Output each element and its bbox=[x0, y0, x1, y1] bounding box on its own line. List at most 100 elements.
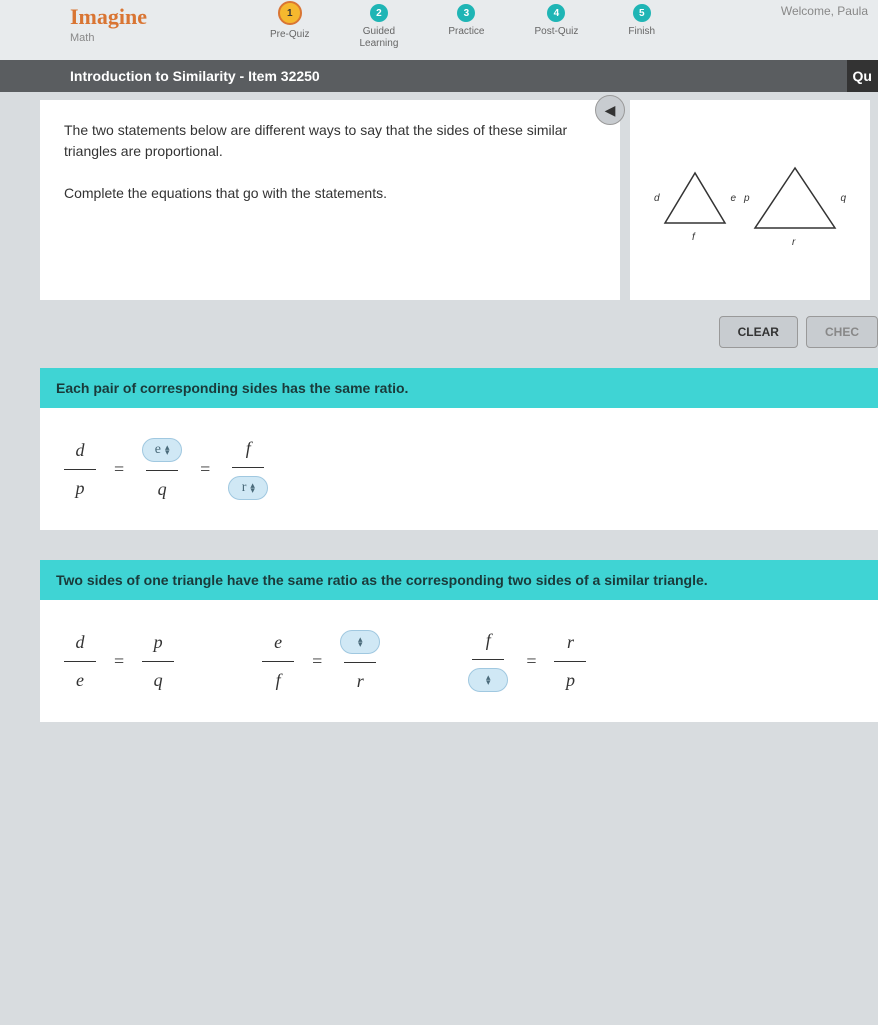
denominator: q bbox=[154, 670, 163, 691]
fraction-line bbox=[554, 661, 586, 662]
denominator-input[interactable]: ▴▾ bbox=[468, 668, 508, 692]
triangle-icon bbox=[660, 168, 730, 228]
lesson-title: Introduction to Similarity - Item 32250 bbox=[70, 68, 320, 84]
tri2-left: p bbox=[744, 193, 750, 204]
equation-group-2: e f = ▴▾ r bbox=[262, 630, 380, 692]
step-guided[interactable]: 2 GuidedLearning bbox=[359, 4, 398, 50]
numerator: f bbox=[486, 630, 491, 651]
fraction: d e bbox=[64, 632, 96, 691]
denominator-input[interactable]: r▴▾ bbox=[228, 476, 268, 500]
fraction-line bbox=[262, 661, 294, 662]
numerator-input[interactable]: ▴▾ bbox=[340, 630, 380, 654]
statement-2: Two sides of one triangle have the same … bbox=[40, 560, 878, 722]
fraction-line bbox=[344, 662, 376, 663]
brand: Imagine Math bbox=[70, 4, 270, 44]
tri2-right: q bbox=[840, 193, 846, 204]
tri1-right: e bbox=[730, 193, 736, 204]
denominator: f bbox=[276, 670, 281, 691]
denominator: r bbox=[357, 671, 364, 692]
step-label: GuidedLearning bbox=[359, 26, 398, 50]
statement-1-header: Each pair of corresponding sides has the… bbox=[40, 368, 878, 408]
numerator: d bbox=[76, 440, 85, 461]
denominator: p bbox=[76, 478, 85, 499]
step-label: Finish bbox=[628, 26, 655, 38]
fraction-line bbox=[472, 659, 504, 660]
spinner-icon: ▴▾ bbox=[165, 445, 170, 456]
numerator: e bbox=[274, 632, 282, 653]
equation-group-3: f ▴▾ = r p bbox=[468, 630, 586, 692]
equals-sign: = bbox=[114, 459, 124, 480]
fraction: d p bbox=[64, 440, 96, 499]
fraction: p q bbox=[142, 632, 174, 691]
fraction-line bbox=[64, 661, 96, 662]
step-dot: 1 bbox=[278, 1, 302, 25]
equation-2: d e = p q e f = ▴▾ bbox=[64, 630, 854, 692]
instruction-panel: ◀ The two statements below are different… bbox=[40, 100, 620, 300]
step-label: Pre-Quiz bbox=[270, 29, 309, 41]
progress-steps: 1 Pre-Quiz 2 GuidedLearning 3 Practice 4… bbox=[270, 4, 655, 50]
equation-1: d p = e▴▾ q = f r▴▾ bbox=[64, 438, 854, 500]
brand-sub: Math bbox=[70, 32, 270, 44]
lesson-bar: Introduction to Similarity - Item 32250 … bbox=[0, 60, 878, 92]
tri1-bottom: f bbox=[692, 232, 695, 243]
step-practice[interactable]: 3 Practice bbox=[448, 4, 484, 50]
statement-2-header: Two sides of one triangle have the same … bbox=[40, 560, 878, 600]
content-row: ◀ The two statements below are different… bbox=[0, 92, 878, 308]
fraction: f ▴▾ bbox=[468, 630, 508, 692]
numerator-input[interactable]: e▴▾ bbox=[142, 438, 182, 462]
welcome-text: Welcome, Paula bbox=[781, 4, 868, 18]
equals-sign: = bbox=[200, 459, 210, 480]
numerator: r bbox=[567, 632, 574, 653]
step-postquiz[interactable]: 4 Post-Quiz bbox=[535, 4, 579, 50]
instruction-line-2: Complete the equations that go with the … bbox=[64, 183, 596, 204]
step-dot: 5 bbox=[633, 4, 651, 22]
check-button[interactable]: CHEC bbox=[806, 316, 878, 348]
denominator: p bbox=[566, 670, 575, 691]
triangle-panel: d e f p q r bbox=[630, 100, 870, 300]
action-row: CLEAR CHEC bbox=[0, 308, 878, 368]
triangle-icon bbox=[750, 163, 840, 233]
header: Imagine Math 1 Pre-Quiz 2 GuidedLearning… bbox=[0, 0, 878, 60]
spinner-icon: ▴▾ bbox=[486, 675, 491, 686]
step-finish[interactable]: 5 Finish bbox=[628, 4, 655, 50]
statement-1: Each pair of corresponding sides has the… bbox=[40, 368, 878, 530]
step-dot: 3 bbox=[457, 4, 475, 22]
step-dot: 4 bbox=[547, 4, 565, 22]
spinner-icon: ▴▾ bbox=[250, 483, 255, 494]
tri1-left: d bbox=[654, 193, 660, 204]
numerator: f bbox=[246, 438, 251, 459]
equals-sign: = bbox=[526, 651, 536, 672]
fraction: r p bbox=[554, 632, 586, 691]
brand-name: Imagine bbox=[70, 4, 270, 30]
question-indicator: Qu bbox=[847, 60, 878, 92]
statement-1-body: d p = e▴▾ q = f r▴▾ bbox=[40, 408, 878, 530]
denominator: e bbox=[76, 670, 84, 691]
equals-sign: = bbox=[114, 651, 124, 672]
fraction-line bbox=[64, 469, 96, 470]
spinner-icon: ▴▾ bbox=[358, 637, 363, 648]
audio-play-button[interactable]: ◀ bbox=[595, 95, 625, 125]
denominator: q bbox=[158, 479, 167, 500]
equation-group-1: d e = p q bbox=[64, 632, 174, 691]
step-dot: 2 bbox=[370, 4, 388, 22]
tri2-bottom: r bbox=[792, 237, 795, 248]
statement-2-body: d e = p q e f = ▴▾ bbox=[40, 600, 878, 722]
equals-sign: = bbox=[312, 651, 322, 672]
triangle-2: p q r bbox=[750, 163, 840, 238]
speaker-icon: ◀ bbox=[605, 100, 616, 121]
fraction-line bbox=[146, 470, 178, 471]
numerator: p bbox=[154, 632, 163, 653]
step-label: Practice bbox=[448, 26, 484, 38]
fraction: e▴▾ q bbox=[142, 438, 182, 500]
fraction: ▴▾ r bbox=[340, 630, 380, 692]
fraction-line bbox=[142, 661, 174, 662]
numerator: d bbox=[76, 632, 85, 653]
clear-button[interactable]: CLEAR bbox=[719, 316, 798, 348]
step-prequiz[interactable]: 1 Pre-Quiz bbox=[270, 4, 309, 50]
instruction-line-1: The two statements below are different w… bbox=[64, 120, 596, 162]
triangle-1: d e f bbox=[660, 168, 730, 233]
fraction-line bbox=[232, 467, 264, 468]
fraction: e f bbox=[262, 632, 294, 691]
step-label: Post-Quiz bbox=[535, 26, 579, 38]
fraction: f r▴▾ bbox=[228, 438, 268, 500]
